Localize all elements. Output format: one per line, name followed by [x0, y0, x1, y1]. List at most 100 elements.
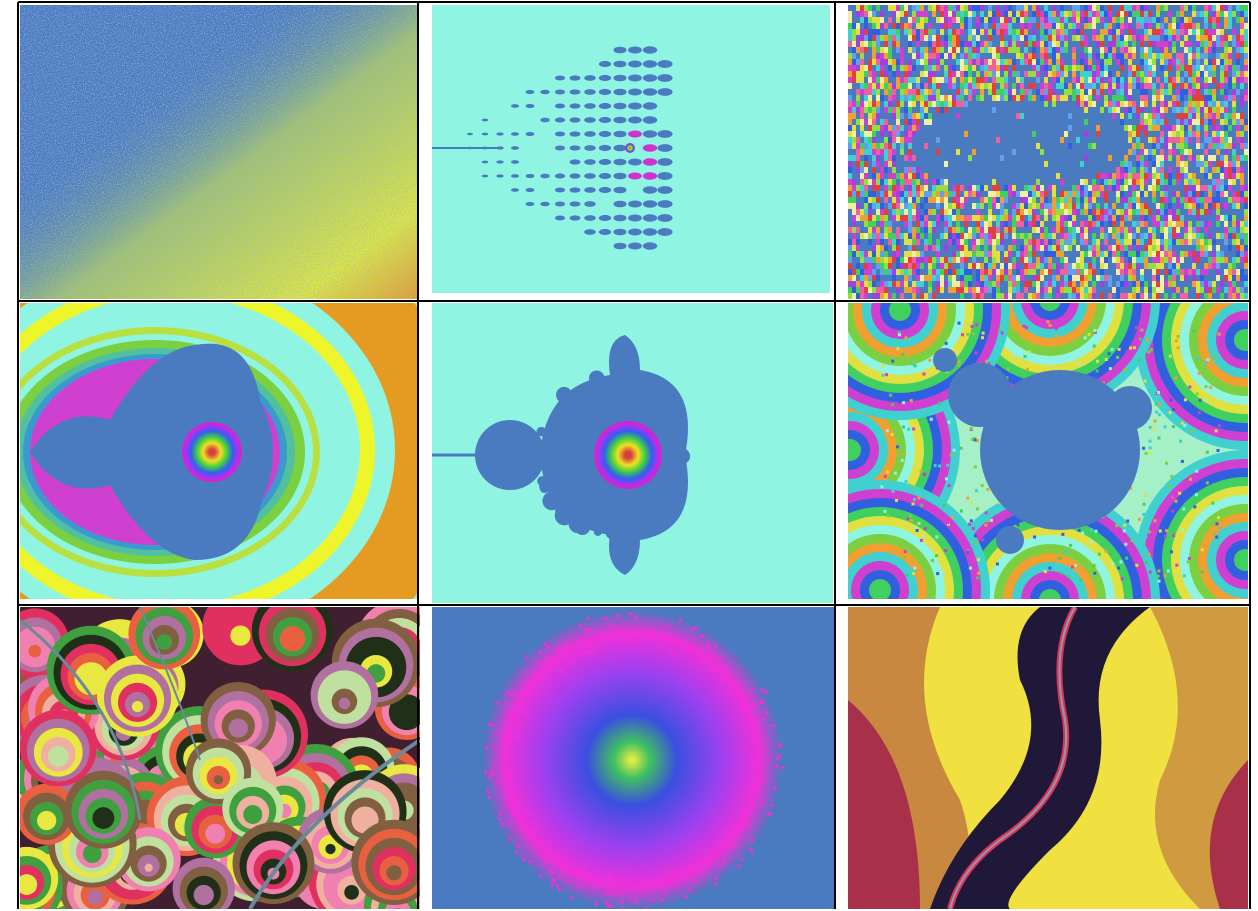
pixel — [1068, 263, 1072, 269]
pixel — [1172, 137, 1176, 143]
pixel — [1096, 71, 1100, 77]
pixel — [904, 155, 908, 161]
speck — [1143, 379, 1147, 383]
pixel — [1176, 125, 1180, 131]
pixel — [1220, 41, 1224, 47]
pixel — [992, 53, 996, 59]
pixel — [1176, 227, 1180, 233]
pixel — [904, 23, 908, 29]
speck — [615, 614, 619, 618]
speck — [566, 879, 570, 883]
pixel — [904, 71, 908, 77]
pixel — [1232, 35, 1236, 41]
pixel — [860, 101, 864, 107]
pixel — [884, 281, 888, 287]
speck — [577, 884, 581, 888]
speck — [560, 669, 564, 673]
pixel — [1140, 95, 1144, 101]
pixel — [916, 179, 920, 185]
pixel — [1044, 233, 1048, 239]
pixel — [860, 35, 864, 41]
pixel — [956, 203, 960, 209]
pixel — [1184, 185, 1188, 191]
speck — [687, 888, 691, 892]
ring — [848, 439, 861, 461]
pixel — [1232, 191, 1236, 197]
rainbow-disk — [594, 421, 662, 489]
pixel — [884, 287, 888, 293]
pixel — [912, 53, 916, 59]
speck — [923, 527, 927, 531]
pixel — [1244, 185, 1248, 191]
pixel — [1156, 23, 1160, 29]
pixel — [1012, 239, 1016, 245]
pixel — [948, 65, 952, 71]
speck — [759, 700, 763, 704]
speck — [717, 656, 721, 660]
speck — [629, 897, 633, 901]
pixel — [1236, 113, 1240, 119]
pixel — [916, 41, 920, 47]
pixel — [1016, 263, 1020, 269]
pixel — [856, 215, 860, 221]
speck — [609, 905, 613, 909]
pixel — [952, 251, 956, 257]
pixel — [956, 245, 960, 251]
pixel — [1236, 245, 1240, 251]
pixel — [1028, 197, 1032, 203]
pixel — [1160, 95, 1164, 101]
pixel — [1152, 185, 1156, 191]
pixel — [1036, 11, 1040, 17]
pixel — [1012, 95, 1016, 101]
pixel — [852, 251, 856, 257]
speck — [484, 745, 488, 749]
pixel — [920, 275, 924, 281]
pixel — [1172, 47, 1176, 53]
speck — [635, 634, 639, 638]
pixel — [908, 17, 912, 23]
speck — [1142, 502, 1146, 506]
pixel — [1128, 215, 1132, 221]
pixel — [1204, 71, 1208, 77]
pixel — [972, 59, 976, 65]
pixel — [1176, 101, 1180, 107]
pixel — [1084, 59, 1088, 65]
speck — [1217, 399, 1221, 403]
bud — [539, 481, 549, 491]
pixel — [1192, 179, 1196, 185]
pixel — [1152, 59, 1156, 65]
pixel — [1236, 257, 1240, 263]
pixel — [1000, 197, 1004, 203]
pixel — [1156, 11, 1160, 17]
pixel — [884, 251, 888, 257]
pixel — [1012, 41, 1016, 47]
pixel — [1148, 287, 1152, 293]
pixel — [1048, 251, 1052, 257]
pixel — [888, 239, 892, 245]
pixel — [996, 287, 1000, 293]
pixel — [1156, 287, 1160, 293]
pixel — [1140, 77, 1144, 83]
pixel — [856, 293, 860, 299]
speck — [970, 324, 974, 328]
pixel — [960, 89, 964, 95]
pixel — [1196, 89, 1200, 95]
speck — [986, 519, 990, 523]
pixel — [880, 173, 884, 179]
pixel — [928, 227, 932, 233]
speck — [959, 509, 963, 513]
pixel — [972, 245, 976, 251]
pixel — [1060, 23, 1064, 29]
pixel — [940, 59, 944, 65]
pixel — [1056, 83, 1060, 89]
pixel — [1052, 251, 1056, 257]
speck — [1176, 335, 1180, 339]
pixel — [976, 53, 980, 59]
pixel — [1224, 155, 1228, 161]
pixel — [888, 263, 892, 269]
pixel — [1008, 281, 1012, 287]
speck — [761, 798, 765, 802]
pixel — [1208, 281, 1212, 287]
pixel — [1088, 215, 1092, 221]
speck — [911, 362, 915, 366]
